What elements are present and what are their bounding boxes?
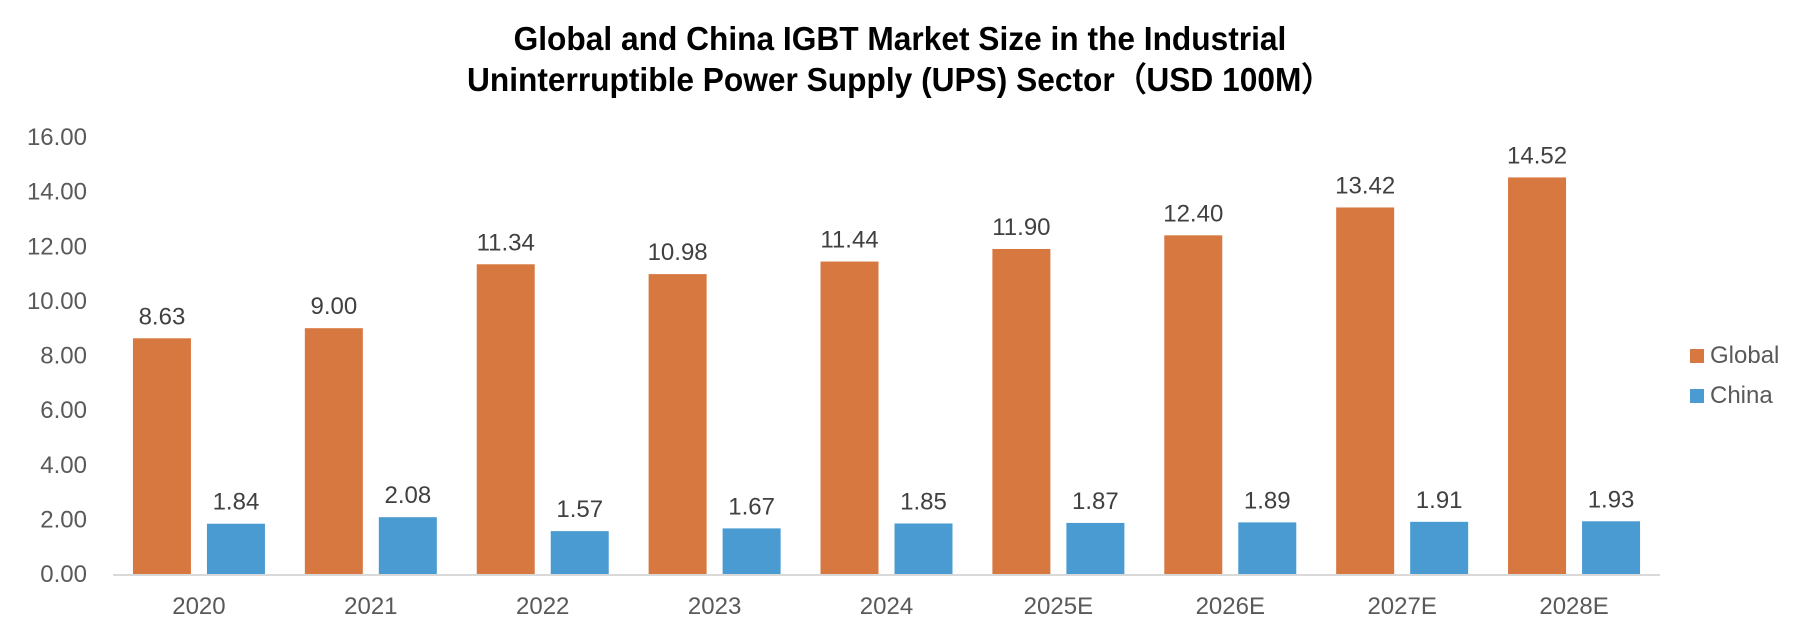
data-label-global: 11.90 [992, 214, 1050, 241]
legend-label-china: China [1710, 382, 1773, 409]
data-label-china: 1.91 [1416, 487, 1463, 514]
data-label-china: 1.57 [556, 496, 603, 523]
bar-china [722, 528, 781, 574]
data-label-china: 2.08 [384, 482, 431, 509]
x-tick-label: 2025E [1024, 593, 1093, 620]
bar-global [1164, 235, 1223, 574]
legend-item-global: Global [1690, 336, 1779, 376]
bar-china [378, 517, 437, 574]
data-label-china: 1.87 [1072, 488, 1119, 515]
bar-china [894, 523, 953, 574]
data-label-global: 9.00 [310, 293, 357, 320]
data-label-global: 11.44 [820, 227, 878, 254]
data-label-global: 12.40 [1163, 200, 1223, 227]
legend: Global China [1690, 336, 1779, 416]
data-label-china: 1.67 [728, 493, 775, 520]
bar-china [1238, 522, 1297, 574]
y-tick-label: 4.00 [40, 452, 87, 479]
bar-global [1508, 177, 1567, 575]
y-tick-label: 16.00 [27, 124, 87, 151]
legend-item-china: China [1690, 376, 1779, 416]
x-tick-label: 2022 [516, 593, 569, 620]
x-tick-label: 2021 [344, 593, 397, 620]
chart-title-line-1: Global and China IGBT Market Size in the… [513, 20, 1287, 57]
bar-global [648, 274, 707, 574]
y-tick-label: 12.00 [27, 233, 87, 260]
x-tick-label: 2027E [1367, 593, 1436, 620]
data-label-global: 11.34 [477, 229, 535, 256]
data-label-global: 13.42 [1335, 172, 1395, 199]
x-tick-label: 2023 [688, 593, 741, 620]
bar-global [476, 264, 535, 574]
bar-china [550, 531, 609, 574]
bar-global [132, 338, 191, 574]
x-tick-label: 2024 [860, 593, 913, 620]
bar-china [1410, 521, 1469, 574]
data-label-global: 10.98 [648, 239, 708, 266]
bar-global [1336, 207, 1395, 574]
data-label-china: 1.89 [1244, 487, 1291, 514]
data-label-china: 1.85 [900, 488, 947, 515]
y-tick-label: 2.00 [40, 506, 87, 533]
x-tick-label: 2020 [172, 593, 225, 620]
y-tick-label: 6.00 [40, 397, 87, 424]
legend-label-global: Global [1710, 342, 1780, 369]
x-tick-label: 2028E [1539, 593, 1608, 620]
y-tick-label: 14.00 [27, 179, 87, 206]
y-tick-label: 8.00 [40, 343, 87, 370]
legend-swatch-china [1690, 389, 1704, 403]
data-label-china: 1.93 [1588, 486, 1635, 513]
y-tick-label: 10.00 [27, 288, 87, 315]
legend-swatch-global [1690, 349, 1704, 363]
bar-china [1582, 521, 1641, 574]
data-label-global: 14.52 [1507, 142, 1567, 169]
bar-china [206, 523, 265, 574]
bar-global [304, 328, 363, 574]
bar-global [820, 261, 879, 574]
bar-china [1066, 522, 1125, 574]
chart-title-line-2: Uninterruptible Power Supply (UPS) Secto… [466, 61, 1334, 98]
x-tick-label: 2026E [1196, 593, 1265, 620]
data-label-china: 1.84 [213, 489, 260, 516]
bar-global [992, 248, 1051, 574]
data-label-global: 8.63 [139, 303, 186, 330]
y-tick-label: 0.00 [40, 561, 87, 588]
chart-title: Global and China IGBT Market Size in the… [36, 18, 1764, 100]
